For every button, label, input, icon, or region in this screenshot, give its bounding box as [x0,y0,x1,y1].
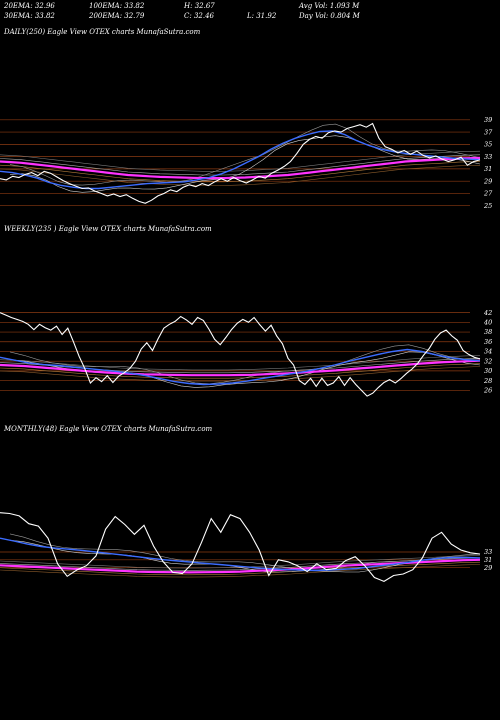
weekly-ma-gray-line [9,344,481,385]
daily-ema-fast-line [0,130,481,190]
daily-level-label: 39 [484,116,492,124]
avg-vol-stat: Avg Vol: 1.093 M [299,2,360,10]
weekly-level-label: 36 [484,338,492,346]
weekly-level-label: 42 [483,309,492,317]
daily-ma-band-line [0,165,481,186]
daily-level-label: 29 [483,177,492,185]
monthly-ma-band-line [0,561,481,576]
daily-level-label: 25 [483,202,492,210]
weekly-level-label: 26 [483,386,492,394]
ema20-stat: 20EMA: 32.96 [4,2,55,10]
monthly-level-label: 33 [484,548,492,556]
monthly-level-label: 29 [483,564,492,572]
close-stat: C: 32.46 [184,12,214,20]
monthly-ma-gray-line [9,533,481,571]
ema30-stat: 30EMA: 33.82 [4,12,55,20]
weekly-level-label: 30 [484,367,492,375]
weekly-level-label: 38 [484,328,492,336]
weekly-level-label: 28 [483,377,492,385]
ema200-stat: 200EMA: 32.79 [89,12,145,20]
weekly-panel-title: WEEKLY(235 ) Eagle View OTEX charts Muna… [4,225,212,233]
daily-ma-band-line [0,154,481,176]
weekly-ema-slow-line [0,359,481,377]
daily-level-label: 31 [484,165,492,173]
day-vol-stat: Day Vol: 0.804 M [299,12,360,20]
monthly-ema-fast-line [0,537,481,572]
monthly-price-line [0,512,481,583]
daily-level-label: 27 [483,190,493,198]
daily-panel-title: DAILY(250) Eagle View OTEX charts Munafa… [4,28,201,36]
weekly-price-line [0,312,481,397]
high-stat: H: 32.67 [184,2,215,10]
daily-level-label: 33 [484,153,492,161]
weekly-level-label: 32 [484,357,492,365]
weekly-ma-band-line [0,363,481,379]
daily-level-label: 35 [484,141,492,149]
daily-ma-white-line [9,135,481,193]
daily-ma-band-line [0,150,481,172]
monthly-level-label: 31 [484,556,492,564]
weekly-ma-band-line [0,355,481,371]
monthly-ma-band-line [0,564,481,578]
ema100-stat: 100EMA: 33.82 [89,2,145,10]
weekly-level-label: 34 [484,348,492,356]
low-stat: L: 31.92 [247,12,277,20]
weekly-level-label: 40 [483,319,492,327]
monthly-panel-title: MONTHLY(48) Eagle View OTEX charts Munaf… [4,425,213,433]
daily-price-line [0,122,481,204]
weekly-ma-band-line [0,366,481,382]
daily-ma-band-line [0,161,481,183]
weekly-ema-fast-line [0,348,481,386]
daily-ema-slow-line [0,156,481,180]
daily-level-label: 37 [484,128,493,136]
